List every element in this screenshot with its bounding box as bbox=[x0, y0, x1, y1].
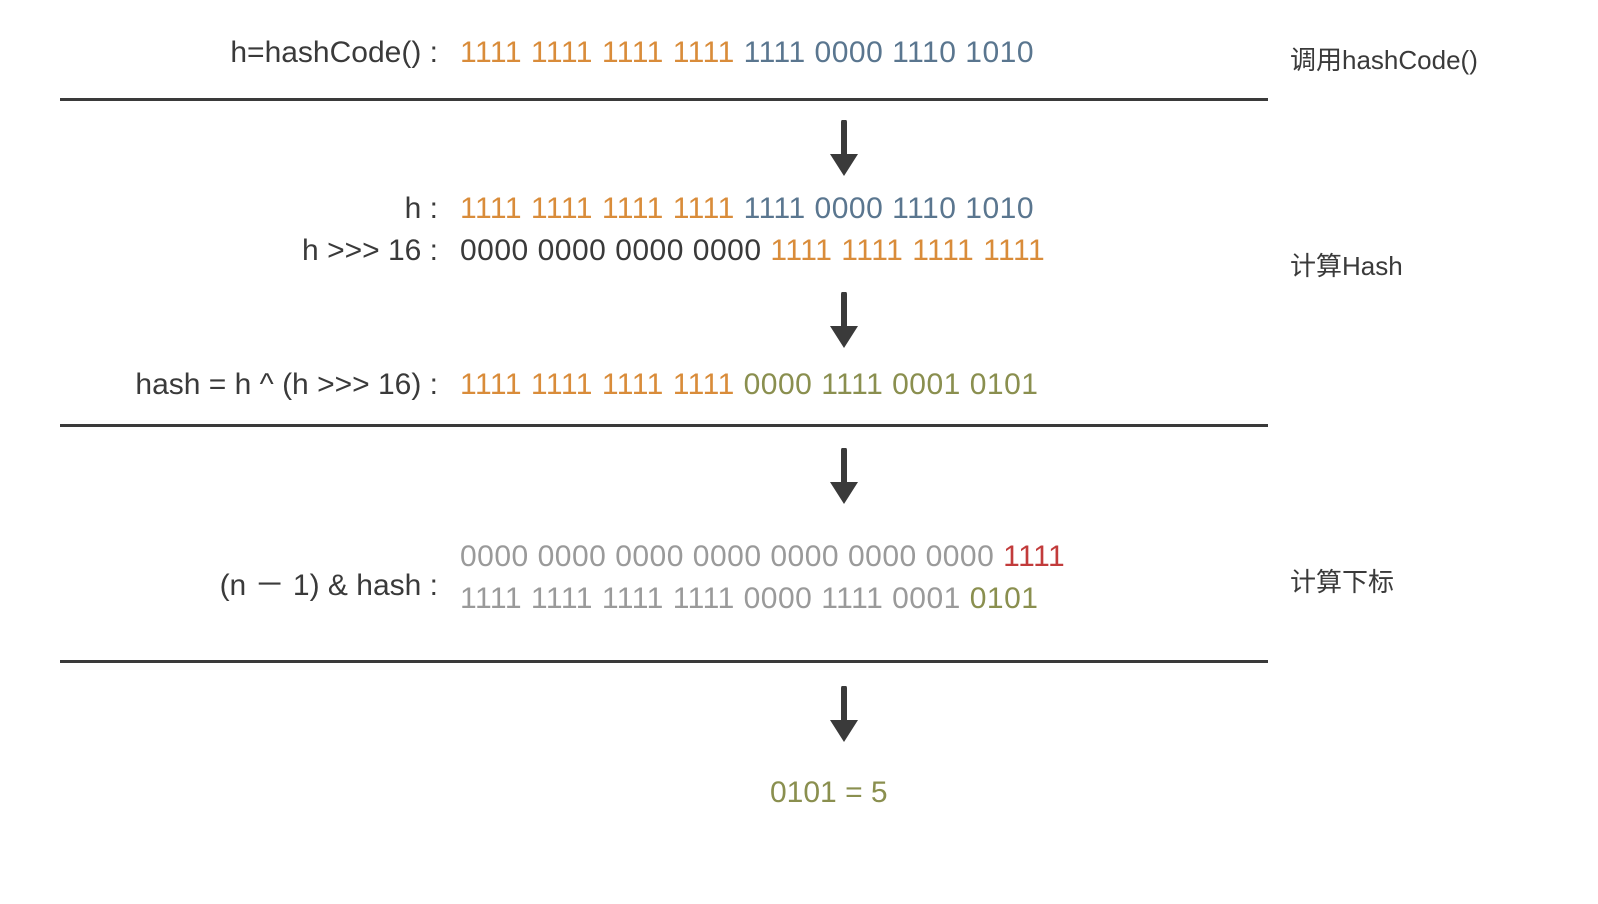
bit-group: 0000 bbox=[926, 540, 995, 573]
bit-group: 1111 bbox=[821, 368, 883, 401]
row-annotation: 计算Hash bbox=[1290, 246, 1403, 283]
row-label: h : bbox=[405, 192, 438, 226]
bit-group: 1111 bbox=[460, 36, 522, 69]
bit-group: 1111 bbox=[460, 582, 522, 615]
bit-group: 1010 bbox=[965, 36, 1034, 69]
bit-group: 1111 bbox=[744, 192, 806, 225]
bit-group: 0000 bbox=[848, 540, 917, 573]
bit-string: 1111 1111 1111 1111 1111 0000 1110 1010 bbox=[460, 192, 1034, 226]
bit-group: 0000 bbox=[460, 540, 529, 573]
bit-group: 1111 bbox=[744, 36, 806, 69]
row-label: h=hashCode() : bbox=[230, 36, 438, 70]
row-label: h >>> 16 : bbox=[302, 234, 438, 268]
row-annotation: 调用hashCode() bbox=[1290, 40, 1478, 77]
bit-group: 1111 bbox=[770, 234, 832, 267]
bit-group: 1111 bbox=[673, 368, 735, 401]
bit-group: 1111 bbox=[602, 368, 664, 401]
bit-group: 0101 bbox=[970, 582, 1039, 615]
bit-group: 1111 bbox=[1003, 540, 1065, 573]
bit-group: 1111 bbox=[602, 582, 664, 615]
bit-group: 1111 bbox=[602, 192, 664, 225]
bit-group: 1111 bbox=[460, 192, 522, 225]
bit-group: 0000 bbox=[815, 36, 884, 69]
bit-string: 0000 0000 0000 0000 0000 0000 0000 1111 bbox=[460, 540, 1065, 574]
down-arrow-icon bbox=[824, 120, 864, 178]
row-label: (n － 1) & hash : bbox=[220, 560, 438, 604]
divider bbox=[60, 98, 1268, 101]
down-arrow-icon bbox=[824, 686, 864, 744]
bit-group: 0101 bbox=[970, 368, 1039, 401]
bit-group: 1111 bbox=[531, 36, 593, 69]
row-annotation: 计算下标 bbox=[1290, 562, 1394, 599]
down-arrow-icon bbox=[824, 292, 864, 350]
bit-group: 1111 bbox=[531, 368, 593, 401]
bit-group: 1111 bbox=[673, 192, 735, 225]
bit-group: 0000 bbox=[744, 582, 813, 615]
bit-string: 1111 1111 1111 1111 0000 1111 0001 0101 bbox=[460, 368, 1038, 402]
bit-group: 0000 bbox=[693, 540, 762, 573]
bit-group: 1111 bbox=[460, 368, 522, 401]
bit-group: 1111 bbox=[602, 36, 664, 69]
bit-group: 0000 bbox=[744, 368, 813, 401]
bit-group: 1111 bbox=[673, 582, 735, 615]
bit-group: 0001 bbox=[892, 368, 961, 401]
bit-group: 0000 bbox=[693, 234, 762, 267]
bit-group: 1010 bbox=[965, 192, 1034, 225]
divider bbox=[60, 660, 1268, 663]
bit-group: 1111 bbox=[673, 36, 735, 69]
result-text: 0101 = 5 bbox=[770, 776, 888, 810]
row-label: hash = h ^ (h >>> 16) : bbox=[135, 368, 438, 402]
bit-group: 1111 bbox=[531, 192, 593, 225]
bit-group: 0000 bbox=[615, 234, 684, 267]
bit-string: 0000 0000 0000 0000 1111 1111 1111 1111 bbox=[460, 234, 1045, 268]
bit-group: 0000 bbox=[538, 540, 607, 573]
bit-group: 1111 bbox=[821, 582, 883, 615]
bit-group: 0000 bbox=[460, 234, 529, 267]
bit-group: 1111 bbox=[531, 582, 593, 615]
bit-group: 1111 bbox=[912, 234, 974, 267]
down-arrow-icon bbox=[824, 448, 864, 506]
bit-group: 1111 bbox=[983, 234, 1045, 267]
bit-group: 0000 bbox=[538, 234, 607, 267]
bit-group: 1111 bbox=[841, 234, 903, 267]
bit-group: 0000 bbox=[770, 540, 839, 573]
hash-diagram: h=hashCode() : 1111 1111 1111 1111 1111 … bbox=[0, 0, 1598, 904]
bit-group: 0000 bbox=[615, 540, 684, 573]
bit-string: 1111 1111 1111 1111 0000 1111 0001 0101 bbox=[460, 582, 1038, 616]
bit-group: 0001 bbox=[892, 582, 961, 615]
bit-group: 1110 bbox=[892, 192, 956, 225]
bit-group: 0000 bbox=[815, 192, 884, 225]
bit-group: 1110 bbox=[892, 36, 956, 69]
bit-string: 1111 1111 1111 1111 1111 0000 1110 1010 bbox=[460, 36, 1034, 70]
divider bbox=[60, 424, 1268, 427]
